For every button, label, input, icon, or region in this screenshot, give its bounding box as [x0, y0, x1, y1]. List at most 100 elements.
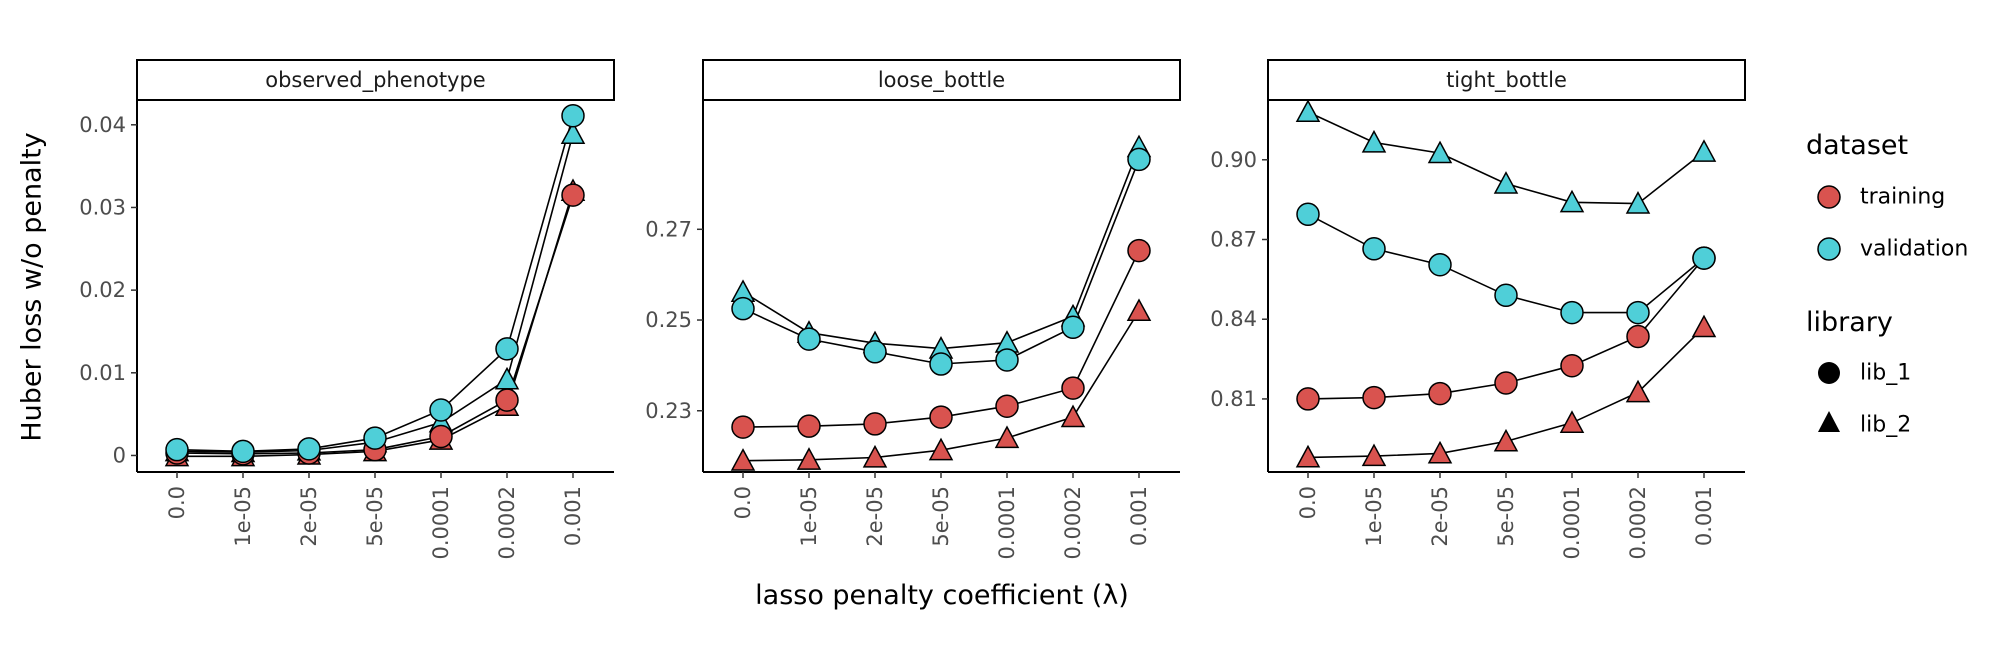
legend-title-dataset: dataset	[1806, 130, 1908, 161]
data-point-validation-lib-1	[929, 352, 953, 376]
y-tick-label: 0.02	[79, 278, 126, 302]
data-point-training-lib-2	[1361, 443, 1387, 467]
legend-label-lib-1: lib_1	[1860, 361, 1911, 386]
data-point-training-lib-1	[1626, 324, 1650, 349]
x-tick-label: 1e-05	[231, 486, 255, 547]
data-point-validation-lib-1	[797, 327, 821, 351]
data-point-training-lib-2	[796, 447, 822, 470]
x-tick-label: 0.0	[165, 486, 189, 519]
y-tick-label: 0.03	[79, 195, 126, 219]
legend-key-training	[1817, 185, 1841, 209]
facet-strip-label: tight_bottle	[1446, 68, 1567, 93]
data-point-validation-lib-1	[1127, 147, 1151, 172]
legend-entry-training: training	[1817, 185, 1945, 210]
x-tick-label: 5e-05	[363, 486, 387, 547]
legend-entry-validation: validation	[1817, 237, 1968, 262]
data-point-training-lib-1	[1127, 238, 1151, 263]
data-point-validation-lib-2	[1295, 99, 1321, 123]
data-point-training-lib-1	[1428, 381, 1452, 406]
data-point-training-lib-1	[797, 414, 821, 438]
data-point-training-lib-2	[1559, 410, 1585, 433]
data-point-validation-lib-1	[429, 398, 453, 422]
data-point-training-lib-1	[1560, 353, 1584, 378]
data-point-validation-lib-1	[1494, 283, 1518, 308]
data-point-validation-lib-1	[1626, 300, 1650, 325]
x-tick-label: 0.001	[1127, 486, 1151, 546]
data-point-training-lib-2	[994, 425, 1020, 449]
data-point-validation-lib-2	[1691, 139, 1717, 162]
data-point-training-lib-1	[995, 394, 1019, 418]
y-tick-label: 0	[113, 443, 126, 467]
facet-strip	[136, 59, 615, 101]
y-tick-label: 0.27	[645, 217, 692, 241]
legend-entry-lib-1: lib_1	[1818, 361, 1911, 386]
legend: dataset training validation library lib_…	[1806, 130, 1968, 438]
legend-entry-lib-2: lib_2	[1818, 411, 1911, 438]
legend-title-library: library	[1806, 307, 1893, 338]
data-point-training-lib-1	[1061, 376, 1085, 400]
data-point-training-lib-1	[731, 415, 755, 439]
data-point-validation-lib-2	[560, 121, 586, 144]
y-tick-label: 0.81	[1210, 387, 1257, 411]
panel-observed-phenotype: observed_phenotype 0 0.01 0.02 0.03 0.04 0.0 1e…	[79, 59, 615, 559]
data-point-training-lib-2	[928, 437, 954, 461]
facet-panels: observed_phenotype 0 0.01 0.02 0.03 0.04 0.0 1e…	[79, 59, 1746, 559]
panel-loose-bottle: loose_bottle 0.23 0.25 0.27 0.0 1e-05 2e-05 5e-…	[645, 59, 1181, 559]
data-point-validation-lib-1	[731, 296, 755, 321]
x-axis-label: lasso penalty coefficient (λ)	[755, 580, 1129, 611]
x-tick-label: 2e-05	[863, 486, 887, 547]
data-point-validation-lib-1	[995, 348, 1019, 372]
y-tick-label: 0.23	[645, 399, 692, 423]
legend-label-validation: validation	[1860, 237, 1968, 262]
facet-strip-label: observed_phenotype	[265, 68, 485, 93]
data-point-validation-lib-2	[1427, 140, 1453, 164]
legend-label-lib-2: lib_2	[1860, 413, 1911, 438]
legend-key-lib-2	[1818, 411, 1840, 432]
data-point-validation-lib-1	[297, 437, 321, 461]
x-tick-label: 0.001	[561, 486, 585, 546]
data-point-validation-lib-1	[1362, 237, 1386, 261]
data-point-training-lib-2	[1126, 298, 1152, 322]
data-point-validation-lib-2	[1625, 191, 1651, 214]
data-point-validation-lib-1	[561, 103, 585, 128]
x-tick-label: 0.0	[731, 486, 755, 519]
data-point-validation-lib-1	[231, 439, 255, 464]
x-tick-label: 2e-05	[1428, 486, 1452, 547]
x-tick-label: 5e-05	[1494, 486, 1518, 547]
x-tick-label: 0.0001	[1560, 486, 1584, 559]
data-point-training-lib-1	[495, 388, 519, 412]
x-tick-label: 0.0002	[1061, 486, 1085, 559]
x-tick-label: 0.0001	[995, 486, 1019, 559]
data-point-training-lib-2	[1060, 404, 1086, 428]
data-point-validation-lib-1	[1428, 252, 1452, 277]
panel-tight-bottle: tight_bottle 0.81 0.84 0.87 0.90 0.0 1e-05 2e-0…	[1210, 59, 1746, 559]
y-tick-label: 0.90	[1210, 148, 1257, 172]
legend-label-training: training	[1860, 185, 1945, 210]
data-point-training-lib-1	[863, 412, 887, 436]
x-tick-label: 1e-05	[797, 486, 821, 547]
x-tick-label: 1e-05	[1362, 486, 1386, 547]
data-point-validation-lib-1	[363, 426, 387, 450]
x-tick-label: 0.001	[1692, 486, 1716, 546]
data-point-validation-lib-2	[1493, 171, 1519, 194]
y-tick-label: 0.25	[645, 308, 692, 332]
data-point-validation-lib-2	[1361, 129, 1387, 153]
data-point-training-lib-2	[1295, 444, 1321, 468]
y-tick-label: 0.84	[1210, 307, 1257, 331]
data-point-training-lib-1	[1296, 387, 1320, 411]
x-tick-label: 0.0	[1296, 486, 1320, 519]
data-point-training-lib-1	[429, 424, 453, 449]
data-point-training-lib-2	[1625, 379, 1651, 403]
data-point-training-lib-2	[862, 444, 888, 468]
x-tick-label: 0.0001	[429, 486, 453, 559]
data-point-validation-lib-1	[495, 337, 519, 361]
legend-key-lib-1	[1818, 362, 1840, 384]
data-point-training-lib-1	[1494, 371, 1518, 395]
data-point-validation-lib-1	[165, 437, 189, 462]
x-tick-label: 5e-05	[929, 486, 953, 547]
data-point-validation-lib-1	[863, 340, 887, 364]
data-point-training-lib-2	[1427, 440, 1453, 464]
data-point-training-lib-1	[1362, 385, 1386, 410]
y-tick-label: 0.01	[79, 361, 126, 385]
data-point-training-lib-1	[929, 405, 953, 429]
